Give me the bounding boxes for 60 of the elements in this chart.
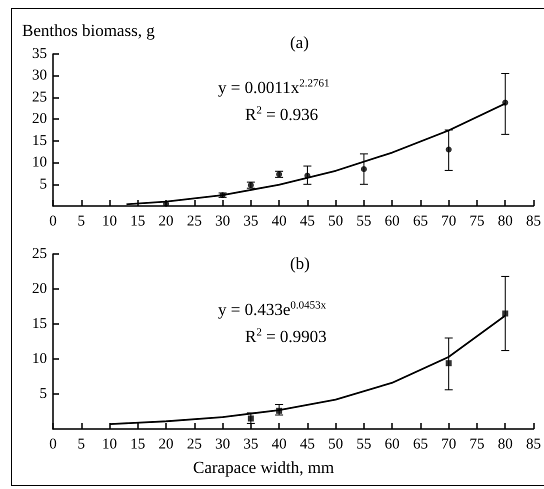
x-tick-label: 75 (469, 214, 484, 230)
x-tick-label: 30 (215, 436, 230, 452)
x-tick-label: 50 (328, 436, 344, 452)
x-tick-label: 45 (300, 436, 315, 452)
x-tick-label: 10 (102, 214, 118, 230)
x-tick-label: 15 (130, 436, 146, 452)
x-tick-label: 65 (412, 214, 428, 230)
x-tick-label: 75 (469, 436, 484, 452)
x-tick-label: 85 (526, 214, 541, 230)
point (276, 408, 282, 414)
y-tick-label: 35 (32, 46, 47, 62)
x-tick-label: 40 (272, 436, 287, 452)
x-tick-label: 10 (102, 436, 118, 452)
y-tick-label: 15 (32, 316, 47, 332)
y-tick-label: 25 (32, 89, 47, 106)
x-tick-label: 65 (412, 436, 428, 452)
x-tick-label: 35 (243, 214, 258, 230)
point (502, 310, 508, 316)
x-tick-label: 45 (300, 214, 315, 230)
point (446, 146, 452, 153)
x-tick-label: 25 (186, 214, 202, 230)
point (446, 360, 452, 366)
x-tick-label: 80 (498, 214, 513, 230)
y-axis-title: Benthos biomass, g (22, 21, 156, 40)
y-tick-label: 5 (40, 176, 47, 192)
x-tick-label: 80 (498, 436, 513, 452)
x-tick-label: 20 (158, 436, 174, 452)
chart-title: (a) (290, 33, 309, 52)
y-tick-label: 10 (32, 351, 47, 367)
x-tick-label: 0 (49, 214, 57, 230)
x-tick-label: 85 (526, 436, 541, 452)
y-tick-label: 15 (32, 132, 47, 149)
x-tick-label: 0 (49, 436, 57, 452)
x-tick-label: 55 (356, 214, 372, 230)
x-tick-label: 50 (328, 214, 344, 230)
x-tick-label: 15 (130, 214, 146, 230)
point (360, 166, 367, 172)
y-tick-label: 30 (32, 68, 47, 84)
point (248, 416, 254, 422)
point (502, 100, 508, 106)
point (304, 172, 310, 179)
x-tick-label: 30 (215, 214, 230, 230)
x-tick-label: 25 (186, 436, 202, 452)
x-tick-label: 35 (243, 436, 258, 452)
x-tick-label: 20 (158, 214, 174, 230)
x-tick-label: 40 (272, 214, 287, 230)
y-tick-label: 5 (40, 386, 47, 402)
x-tick-label: 55 (356, 436, 372, 452)
x-axis-title: Carapace width, mm (193, 458, 334, 477)
y-tick-label: 20 (32, 111, 47, 128)
x-tick-label: 70 (441, 436, 456, 452)
y-tick-label: 10 (32, 154, 47, 171)
chart-title: (b) (290, 254, 310, 273)
x-tick-label: 60 (384, 214, 400, 230)
y-tick-label: 25 (32, 246, 47, 262)
y-tick-label: 20 (32, 281, 47, 297)
x-tick-label: 5 (78, 436, 86, 452)
x-tick-label: 60 (384, 436, 400, 452)
x-tick-label: 5 (78, 214, 86, 230)
x-tick-label: 70 (441, 214, 456, 230)
